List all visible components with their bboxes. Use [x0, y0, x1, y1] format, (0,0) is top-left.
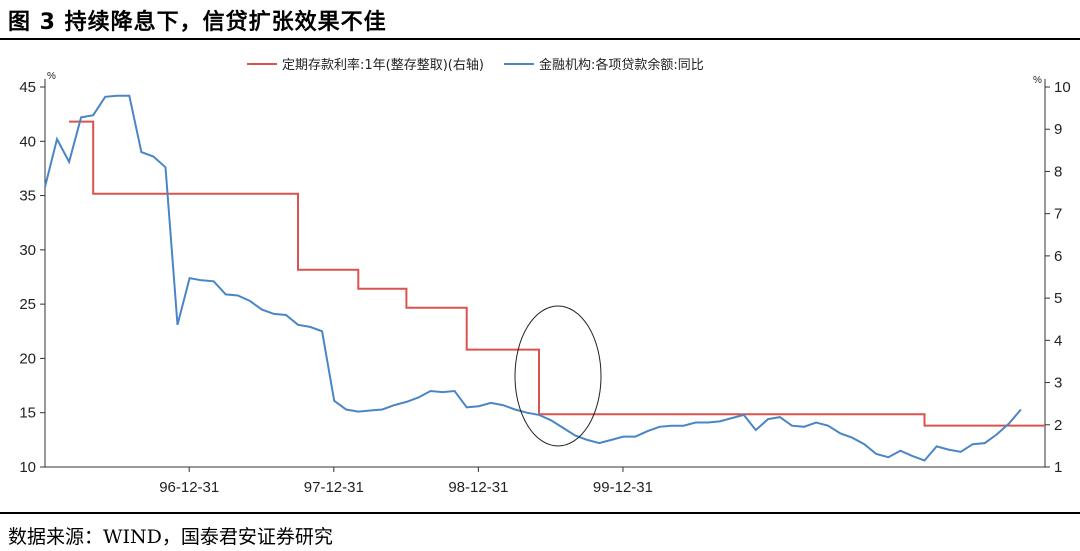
right-tick-label: 4	[1054, 332, 1062, 349]
right-tick-label: 2	[1054, 417, 1062, 434]
title-divider	[0, 38, 1080, 40]
right-tick-label: 6	[1054, 248, 1062, 265]
left-tick-label: 40	[19, 133, 36, 150]
right-axis-unit: %	[1033, 75, 1042, 86]
right-tick-label: 5	[1054, 290, 1062, 307]
source-divider	[0, 512, 1080, 514]
left-tick-label: 30	[19, 242, 36, 259]
right-tick-label: 10	[1054, 79, 1071, 96]
left-axis-unit: %	[47, 71, 56, 82]
left-tick-label: 35	[19, 188, 36, 205]
right-tick-label: 7	[1054, 206, 1062, 223]
right-tick-label: 9	[1054, 121, 1062, 138]
x-tick-label: 98-12-31	[448, 479, 508, 496]
legend-label: 定期存款利率:1年(整存整取)(右轴)	[282, 57, 484, 73]
loan-growth-series-line	[44, 94, 1022, 462]
deposit-rate-series-line	[69, 120, 1045, 427]
right-tick-label: 1	[1054, 459, 1062, 476]
left-tick-label: 45	[19, 79, 36, 96]
left-tick-label: 15	[19, 405, 36, 422]
x-tick-label: 97-12-31	[304, 479, 364, 496]
x-tick-label: 99-12-31	[593, 479, 653, 496]
left-tick-label: 25	[19, 296, 36, 313]
left-tick-label: 10	[19, 459, 36, 476]
left-tick-label: 20	[19, 350, 36, 367]
legend-label: 金融机构:各项贷款余额:同比	[539, 57, 704, 73]
figure-title: 图 3 持续降息下，信贷扩张效果不佳	[8, 10, 387, 35]
x-tick-label: 96-12-31	[159, 479, 219, 496]
data-source: 数据来源：WIND，国泰君安证券研究	[8, 526, 333, 548]
highlight-ellipse	[514, 305, 602, 447]
right-tick-label: 3	[1054, 375, 1062, 392]
right-tick-label: 8	[1054, 163, 1062, 180]
